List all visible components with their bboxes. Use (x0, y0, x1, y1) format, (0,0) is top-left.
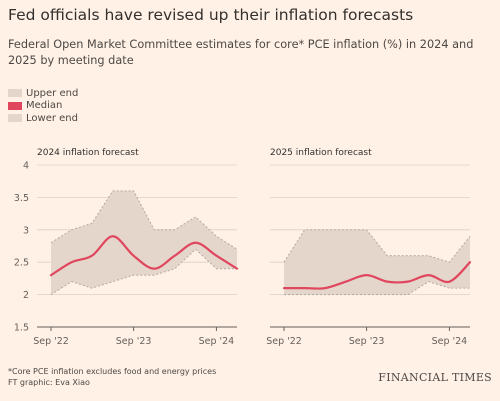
x-tick-label: Sep '22 (33, 336, 69, 347)
median-line (49, 235, 239, 277)
legend-label-median: Median (26, 100, 63, 111)
y-tick-label: 3.5 (14, 193, 29, 204)
y-tick-label: 3 (23, 225, 29, 236)
x-tick-label: Sep '24 (432, 336, 468, 347)
upper-end-line (283, 229, 471, 263)
legend-swatch-upper (8, 89, 22, 97)
legend-item-upper: Upper end (8, 87, 78, 99)
chart-subtitle: Federal Open Market Committee estimates … (8, 38, 474, 67)
chart-title: Fed officials have revised up their infl… (8, 6, 414, 24)
y-tick-label: 2 (23, 290, 29, 301)
legend-swatch-median (8, 101, 22, 110)
legend-label-lower: Lower end (26, 112, 78, 124)
source-credit: FT graphic: Eva Xiao (8, 377, 90, 387)
x-tick-label: Sep '22 (266, 336, 302, 347)
panel-2024: 1.5 2 2.5 3 3.5 4 Sep '22 Sep '23 Sep '24 (14, 161, 239, 347)
x-tick-label: Sep '23 (349, 336, 385, 347)
median-line (282, 261, 472, 290)
forecast-range-band (284, 229, 470, 295)
legend-swatch-lower (8, 114, 22, 122)
panel-2025: Sep '22 Sep '23 Sep '24 (266, 164, 472, 347)
x-tick-label: Sep '24 (199, 336, 235, 347)
legend: Upper end Median Lower end (8, 87, 78, 125)
upper-end-line (50, 190, 238, 250)
footnote: *Core PCE inflation excludes food and en… (8, 367, 216, 388)
x-tick-label: Sep '23 (116, 336, 152, 347)
ft-brand-logo: FINANCIAL TIMES (378, 371, 492, 384)
panel-title-2024: 2024 inflation forecast (37, 148, 139, 158)
panel-title-2025: 2025 inflation forecast (270, 148, 372, 158)
y-tick-label: 1.5 (14, 323, 29, 334)
y-tick-label: 2.5 (14, 258, 29, 269)
legend-item-lower: Lower end (8, 112, 78, 124)
lower-end-line (284, 281, 470, 296)
forecast-range-band (51, 190, 238, 295)
y-tick-label: 4 (23, 161, 29, 172)
footnote-text: *Core PCE inflation excludes food and en… (8, 367, 217, 376)
legend-label-upper: Upper end (26, 87, 79, 99)
legend-item-median: Median (8, 100, 78, 112)
